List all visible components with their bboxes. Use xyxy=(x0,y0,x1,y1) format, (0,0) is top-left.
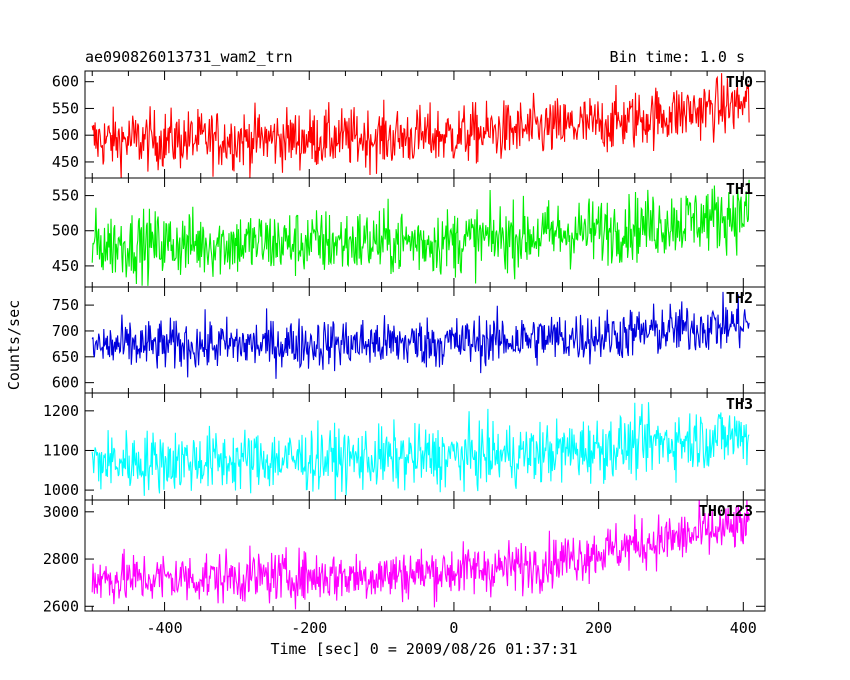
panel-th1: 450 500 550 TH1 xyxy=(52,177,766,288)
panels-group: 450 500 550 600 TH0 450 500 550 TH1 600 650 700 750 T… xyxy=(43,70,766,637)
y-tick-label: 600 xyxy=(52,73,79,91)
y-tick-label: 650 xyxy=(52,348,79,366)
y-tick-label: 450 xyxy=(52,257,79,275)
y-tick-label: 2600 xyxy=(43,597,79,615)
x-tick-label: -200 xyxy=(291,619,327,637)
panel-th0123: 2600 2800 3000 TH0123 xyxy=(43,499,766,615)
series-label-th0123: TH0123 xyxy=(699,502,753,520)
panel-th0: 450 500 550 600 TH0 xyxy=(52,70,766,179)
series-label-th1: TH1 xyxy=(726,180,753,198)
y-tick-label: 3000 xyxy=(43,503,79,521)
y-tick-label: 1100 xyxy=(43,441,79,459)
panel-th2: 600 650 700 750 TH2 xyxy=(52,286,766,394)
y-tick-label: 700 xyxy=(52,322,79,340)
series-label-th3: TH3 xyxy=(726,395,753,413)
y-tick-label: 500 xyxy=(52,222,79,240)
series-line-th0123 xyxy=(91,500,750,610)
series-line-th1 xyxy=(91,179,750,286)
y-tick-label: 450 xyxy=(52,153,79,171)
x-tick-label: 0 xyxy=(449,619,458,637)
series-line-th0 xyxy=(91,73,750,178)
y-tick-label: 1200 xyxy=(43,402,79,420)
x-tick-label: 400 xyxy=(730,619,757,637)
y-tick-label: 550 xyxy=(52,187,79,205)
y-axis-label: Counts/sec xyxy=(5,300,23,390)
bin-time-label: Bin time: 1.0 s xyxy=(610,48,745,66)
series-label-th2: TH2 xyxy=(726,289,753,307)
series-label-th0: TH0 xyxy=(726,73,753,91)
x-axis-label: Time [sec] 0 = 2009/08/26 01:37:31 xyxy=(270,640,577,658)
chart-title: ae090826013731_wam2_trn xyxy=(85,48,293,66)
series-line-th3 xyxy=(91,402,750,500)
y-tick-label: 1000 xyxy=(43,481,79,499)
y-tick-label: 500 xyxy=(52,126,79,144)
y-tick-label: 750 xyxy=(52,296,79,314)
x-tick-label: 200 xyxy=(585,619,612,637)
panel-frame xyxy=(84,499,766,612)
x-axis: -400 -200 0 200 400 xyxy=(147,619,757,637)
x-tick-label: -400 xyxy=(147,619,183,637)
y-tick-label: 600 xyxy=(52,374,79,392)
series-line-th2 xyxy=(91,291,750,379)
y-tick-label: 2800 xyxy=(43,550,79,568)
panel-th3: 1000 1100 1200 TH3 xyxy=(43,392,766,501)
y-tick-label: 550 xyxy=(52,99,79,117)
